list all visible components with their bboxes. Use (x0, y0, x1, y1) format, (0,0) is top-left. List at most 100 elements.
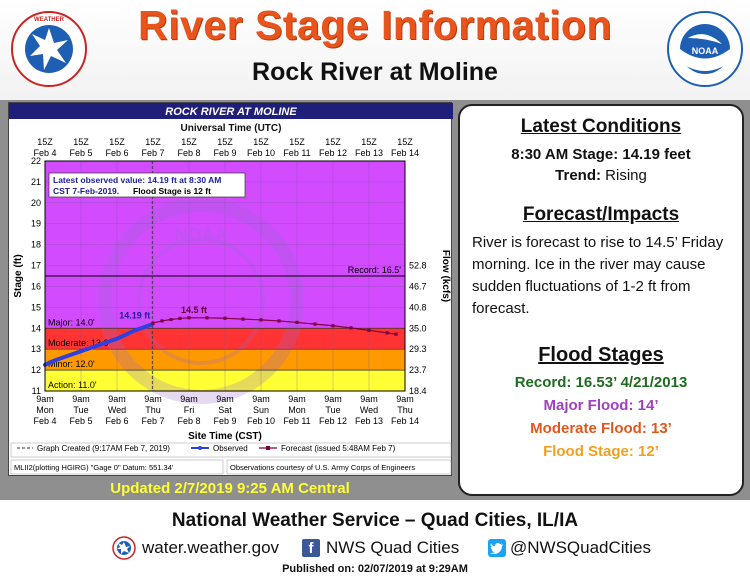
chart-title: ROCK RIVER AT MOLINE (165, 106, 297, 118)
page-title: River Stage Information (138, 2, 612, 48)
observed-point (52, 359, 56, 363)
legend-observed: Observed (213, 444, 248, 453)
forecast-point (241, 317, 245, 321)
flood-stages-heading: Flood Stages (538, 344, 664, 366)
x-axis-label: Site Time (CST) (188, 431, 262, 442)
plot-border (44, 160, 406, 392)
forecast-point (187, 316, 191, 320)
latest-conditions-heading: Latest Conditions (520, 116, 682, 137)
y2-tick-label: 52.8 (409, 261, 427, 271)
major-flood-stage: Major Flood: 14’ (543, 397, 659, 414)
top-tick-day: Feb 10 (247, 148, 275, 158)
forecast-point (313, 322, 317, 326)
info-line1: Latest observed value: 14.19 ft at 8:30 … (53, 175, 221, 185)
top-tick-day: Feb 13 (355, 148, 383, 158)
top-tick-hour: 15Z (289, 137, 305, 147)
y-tick-label: 14 (31, 323, 41, 333)
bottom-tick-time: 9am (108, 394, 126, 404)
top-tick-hour: 15Z (253, 137, 269, 147)
bottom-tick-dow: Mon (36, 405, 54, 415)
hydrograph-svg: ROCK RIVER AT MOLINE Universal Time (UTC… (9, 103, 453, 475)
legend-graph-created: Graph Created (9:17AM Feb 7, 2019) (37, 444, 170, 453)
forecast-point (151, 321, 155, 325)
svg-text:NOAA: NOAA (175, 225, 228, 245)
website-contact: water.weather.gov (112, 536, 279, 560)
nws-logo: WEATHER (11, 11, 87, 87)
band-label-minor: Minor: 12.0' (48, 359, 95, 369)
bottom-tick-time: 9am (216, 394, 234, 404)
record-stage: Record: 16.53’ 4/21/2013 (514, 374, 688, 391)
info-line2a: CST 7-Feb-2019. (53, 186, 119, 196)
top-tick-hour: 15Z (397, 137, 413, 147)
header: WEATHER River Stage Information Rock Riv… (0, 0, 750, 100)
bottom-tick-dow: Wed (360, 405, 378, 415)
y-tick-label: 22 (31, 156, 41, 166)
footer: National Weather Service – Quad Cities, … (0, 500, 750, 578)
bottom-tick-time: 9am (360, 394, 378, 404)
bottom-tick-dow: Mon (288, 405, 306, 415)
forecast-point (349, 326, 353, 330)
record-label: Record: 16.5' (348, 265, 402, 275)
bottom-tick-time: 9am (72, 394, 90, 404)
y2-tick-label: 40.8 (409, 302, 427, 312)
bottom-tick-dow: Wed (108, 405, 126, 415)
top-tick-hour: 15Z (37, 137, 53, 147)
top-axis-label: Universal Time (UTC) (181, 123, 282, 134)
observed-point (70, 352, 74, 357)
observed-point (97, 343, 101, 347)
forecast-point (331, 324, 335, 328)
bottom-tick-dow: Sun (253, 405, 269, 415)
legend-forecast-marker (266, 446, 270, 450)
y2-tick-label: 46.7 (409, 281, 427, 291)
top-tick-day: Feb 12 (319, 148, 347, 158)
twitter-icon (488, 539, 506, 557)
bottom-tick-day: Feb 5 (69, 416, 92, 426)
footnote-right: Observations courtesy of U.S. Army Corps… (230, 463, 415, 472)
svg-text:NOAA: NOAA (692, 46, 719, 56)
bottom-tick-dow: Thu (145, 405, 161, 415)
bottom-tick-day: Feb 14 (391, 416, 419, 426)
y2-axis-label: Flow (kcfs) (440, 250, 451, 302)
bottom-tick-dow: Tue (73, 405, 88, 415)
observed-point (88, 346, 92, 350)
y2-tick-label: 18.4 (409, 386, 427, 396)
forecast-heading: Forecast/Impacts (522, 204, 680, 225)
hydrograph-chart: ROCK RIVER AT MOLINE Universal Time (UTC… (8, 102, 453, 476)
bottom-tick-day: Feb 4 (33, 416, 56, 426)
bottom-tick-dow: Tue (325, 405, 340, 415)
info-line2b: Flood Stage is 12 ft (133, 186, 211, 196)
bottom-tick-day: Feb 12 (319, 416, 347, 426)
observed-point (79, 349, 83, 353)
observed-point (61, 355, 65, 360)
legend-forecast: Forecast (issued 5:48AM Feb 7) (281, 444, 396, 453)
bottom-tick-day: Feb 13 (355, 416, 383, 426)
bottom-tick-day: Feb 6 (105, 416, 128, 426)
main-area: ROCK RIVER AT MOLINE Universal Time (UTC… (0, 100, 750, 500)
observed-point (133, 328, 137, 332)
twitter-link[interactable]: @NWSQuadCities (510, 538, 652, 557)
facebook-icon: f (302, 539, 320, 557)
bottom-tick-day: Feb 7 (141, 416, 164, 426)
top-tick-hour: 15Z (181, 137, 197, 147)
forecast-point (223, 316, 227, 320)
observed-point (106, 340, 110, 344)
bottom-tick-day: Feb 8 (177, 416, 200, 426)
info-box (48, 172, 246, 198)
y-tick-label: 18 (31, 240, 41, 250)
forecast-point (178, 316, 182, 321)
legend-observed-marker (198, 446, 202, 450)
bottom-tick-time: 9am (324, 394, 342, 404)
top-tick-hour: 15Z (109, 137, 125, 147)
y-tick-label: 15 (31, 302, 41, 312)
y2-tick-label: 23.7 (409, 365, 427, 375)
twitter-contact: @NWSQuadCities (488, 536, 651, 560)
svg-text:WEATHER: WEATHER (34, 17, 65, 23)
forecast-point (169, 317, 173, 322)
website-link[interactable]: water.weather.gov (142, 538, 280, 557)
office-name: National Weather Service – Quad Cities, … (171, 510, 579, 531)
forecast-text: River is forecast to rise to 14.5’ Frida… (472, 234, 724, 317)
page-subtitle: Rock River at Moline (252, 58, 498, 86)
bottom-tick-day: Feb 9 (213, 416, 236, 426)
band-label-action: Action: 11.0' (48, 380, 97, 390)
facebook-link[interactable]: NWS Quad Cities (326, 538, 460, 557)
